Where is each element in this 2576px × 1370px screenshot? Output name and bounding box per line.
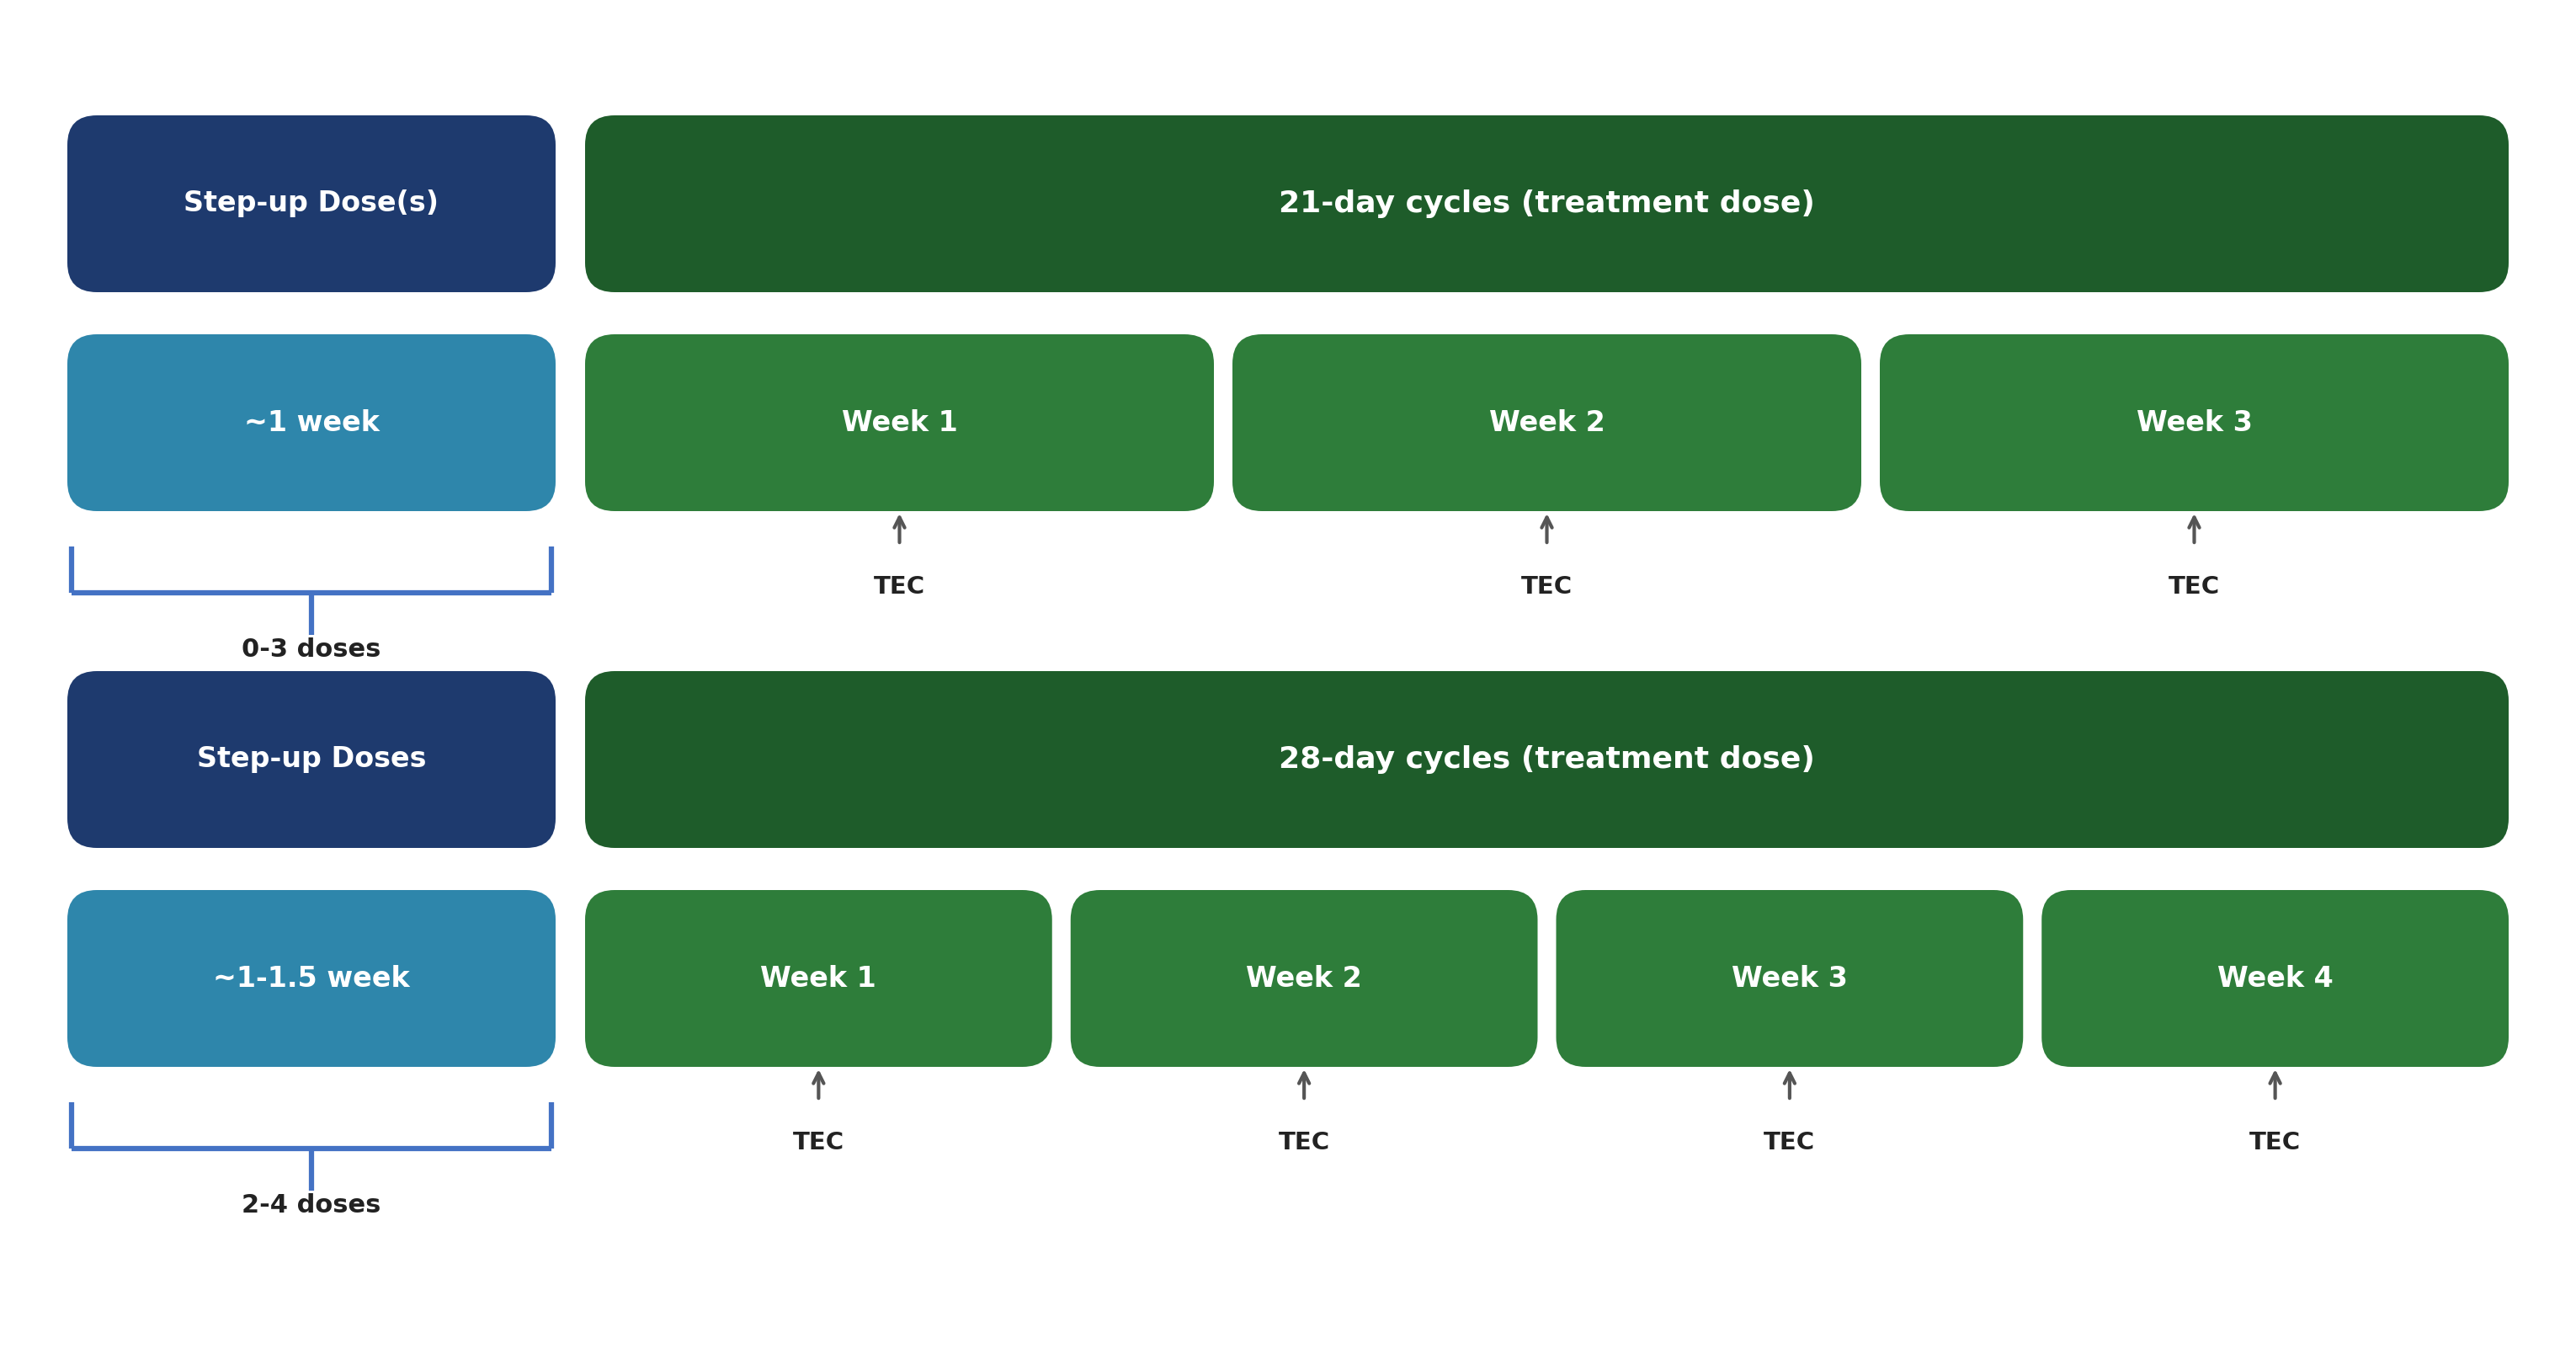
FancyBboxPatch shape [1231, 334, 1862, 511]
FancyBboxPatch shape [585, 115, 2509, 292]
FancyBboxPatch shape [67, 890, 556, 1067]
FancyBboxPatch shape [2043, 890, 2509, 1067]
Text: TEC: TEC [1522, 575, 1571, 599]
Text: 2-4 doses: 2-4 doses [242, 1193, 381, 1218]
Text: Week 1: Week 1 [842, 408, 958, 437]
Text: Step-up Dose(s): Step-up Dose(s) [183, 190, 438, 218]
FancyBboxPatch shape [67, 115, 556, 292]
Text: TEC: TEC [793, 1130, 845, 1155]
FancyBboxPatch shape [1072, 890, 1538, 1067]
Text: Week 1: Week 1 [760, 964, 876, 992]
FancyBboxPatch shape [585, 890, 1051, 1067]
Text: TEC: TEC [873, 575, 925, 599]
Text: 0-3 doses: 0-3 doses [242, 638, 381, 662]
Text: TEC: TEC [1765, 1130, 1816, 1155]
Text: ~1-1.5 week: ~1-1.5 week [214, 964, 410, 992]
Text: 28-day cycles (treatment dose): 28-day cycles (treatment dose) [1278, 745, 1816, 774]
Text: Week 3: Week 3 [2136, 408, 2251, 437]
Text: 21-day cycles (treatment dose): 21-day cycles (treatment dose) [1278, 189, 1816, 218]
Text: TEC: TEC [1278, 1130, 1329, 1155]
FancyBboxPatch shape [1556, 890, 2022, 1067]
Text: Week 2: Week 2 [1489, 408, 1605, 437]
Text: ~1 week: ~1 week [245, 408, 379, 437]
FancyBboxPatch shape [67, 671, 556, 848]
Text: Week 4: Week 4 [2218, 964, 2334, 992]
FancyBboxPatch shape [585, 334, 1213, 511]
FancyBboxPatch shape [1880, 334, 2509, 511]
Text: Week 3: Week 3 [1731, 964, 1847, 992]
Text: Week 2: Week 2 [1247, 964, 1363, 992]
Text: TEC: TEC [2249, 1130, 2300, 1155]
FancyBboxPatch shape [585, 671, 2509, 848]
Text: Step-up Doses: Step-up Doses [196, 745, 425, 774]
Text: TEC: TEC [2169, 575, 2221, 599]
FancyBboxPatch shape [67, 334, 556, 511]
